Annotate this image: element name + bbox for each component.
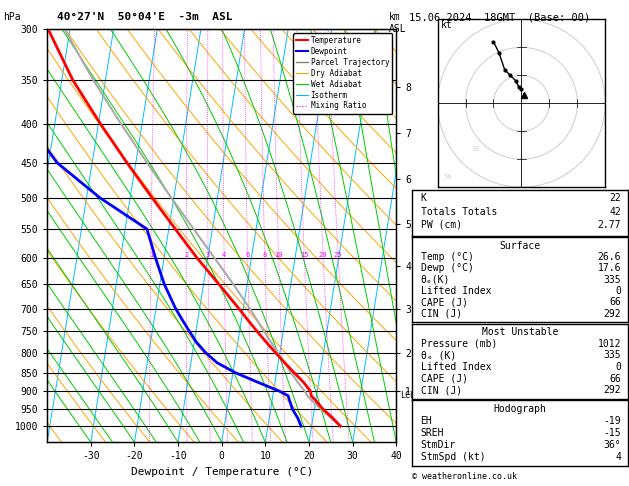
Text: -19: -19: [604, 416, 621, 426]
Text: 17.6: 17.6: [598, 263, 621, 273]
Text: PW (cm): PW (cm): [421, 220, 462, 230]
Text: 2.77: 2.77: [598, 220, 621, 230]
Text: 6: 6: [245, 252, 250, 258]
Text: Most Unstable: Most Unstable: [482, 327, 558, 337]
Text: CAPE (J): CAPE (J): [421, 374, 467, 383]
Text: 3: 3: [206, 252, 210, 258]
Text: 30: 30: [471, 146, 480, 152]
Text: 1012: 1012: [598, 339, 621, 349]
Text: 22: 22: [610, 193, 621, 204]
Text: StmDir: StmDir: [421, 440, 456, 450]
Text: 335: 335: [604, 275, 621, 285]
Text: CIN (J): CIN (J): [421, 385, 462, 395]
Text: EH: EH: [421, 416, 432, 426]
Text: © weatheronline.co.uk: © weatheronline.co.uk: [412, 472, 517, 481]
Text: Hodograph: Hodograph: [493, 404, 547, 414]
Text: Lifted Index: Lifted Index: [421, 362, 491, 372]
Text: CIN (J): CIN (J): [421, 309, 462, 319]
Text: 36°: 36°: [604, 440, 621, 450]
Text: 0: 0: [615, 362, 621, 372]
Text: 40°27'N  50°04'E  -3m  ASL: 40°27'N 50°04'E -3m ASL: [57, 12, 232, 22]
Text: CAPE (J): CAPE (J): [421, 297, 467, 307]
Text: 10: 10: [274, 252, 283, 258]
Text: 292: 292: [604, 309, 621, 319]
Text: 66: 66: [610, 297, 621, 307]
Text: LCL: LCL: [400, 391, 415, 400]
Text: 335: 335: [604, 350, 621, 360]
Text: θₑ (K): θₑ (K): [421, 350, 456, 360]
X-axis label: Dewpoint / Temperature (°C): Dewpoint / Temperature (°C): [131, 467, 313, 477]
Text: 4: 4: [615, 452, 621, 462]
Text: 15.06.2024  18GMT  (Base: 00): 15.06.2024 18GMT (Base: 00): [409, 12, 590, 22]
Text: 0: 0: [615, 286, 621, 296]
Text: 25: 25: [334, 252, 342, 258]
Text: -15: -15: [604, 428, 621, 438]
Text: 66: 66: [610, 374, 621, 383]
Text: 15: 15: [300, 252, 309, 258]
Text: 1: 1: [148, 252, 153, 258]
Text: 20: 20: [319, 252, 328, 258]
Text: StmSpd (kt): StmSpd (kt): [421, 452, 485, 462]
Legend: Temperature, Dewpoint, Parcel Trajectory, Dry Adiabat, Wet Adiabat, Isotherm, Mi: Temperature, Dewpoint, Parcel Trajectory…: [293, 33, 392, 114]
Text: km
ASL: km ASL: [389, 12, 406, 34]
Text: hPa: hPa: [3, 12, 21, 22]
Text: Lifted Index: Lifted Index: [421, 286, 491, 296]
Text: 8: 8: [263, 252, 267, 258]
Text: SREH: SREH: [421, 428, 444, 438]
Text: 26.6: 26.6: [598, 252, 621, 262]
Text: Dewp (°C): Dewp (°C): [421, 263, 474, 273]
Text: 50: 50: [443, 174, 452, 180]
Text: Surface: Surface: [499, 241, 540, 251]
Text: θₑ(K): θₑ(K): [421, 275, 450, 285]
Text: kt: kt: [440, 20, 452, 30]
Text: K: K: [421, 193, 426, 204]
Text: 292: 292: [604, 385, 621, 395]
Text: 4: 4: [222, 252, 226, 258]
Text: 2: 2: [184, 252, 188, 258]
Text: 42: 42: [610, 207, 621, 217]
Text: Totals Totals: Totals Totals: [421, 207, 497, 217]
Text: Temp (°C): Temp (°C): [421, 252, 474, 262]
Text: Pressure (mb): Pressure (mb): [421, 339, 497, 349]
